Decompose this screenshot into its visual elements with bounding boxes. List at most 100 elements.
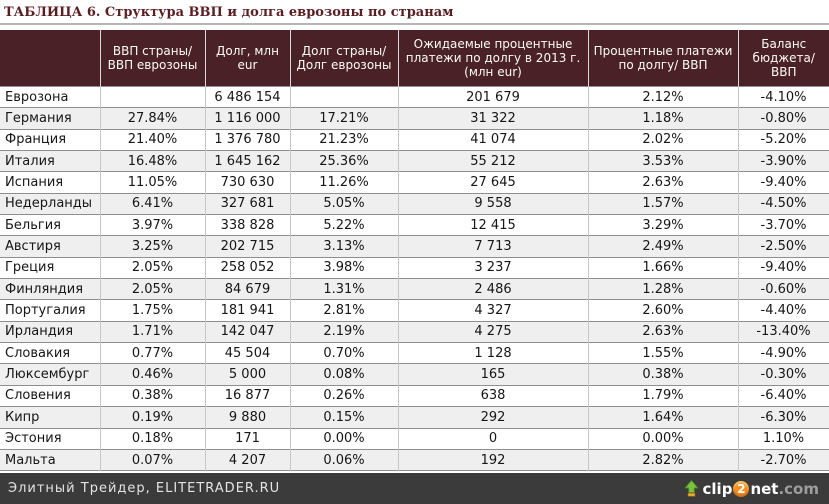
value-cell: 165 bbox=[397, 363, 588, 386]
value-cell: 3 237 bbox=[397, 256, 588, 279]
value-cell: -5.20% bbox=[737, 128, 829, 151]
table-row: Мальта 0.07% 4 207 0.06% 192 2.82% -2.70% bbox=[0, 448, 829, 471]
value-cell: -4.10% bbox=[737, 85, 829, 108]
value-cell: 5 000 bbox=[204, 363, 290, 386]
country-cell: Германия bbox=[0, 107, 100, 130]
table-row: Ирландия 1.71% 142 047 2.19% 4 275 2.63% -13.4… bbox=[0, 320, 829, 343]
country-cell: Словения bbox=[0, 384, 100, 407]
header-row: ВВП страны/ ВВП еврозоны Долг, млн eur Дол… bbox=[0, 30, 829, 87]
value-cell: 21.40% bbox=[99, 128, 205, 151]
value-cell: 1.66% bbox=[587, 256, 738, 279]
value-cell: 2 486 bbox=[397, 278, 588, 300]
value-cell: 0.15% bbox=[289, 406, 398, 428]
logo-text-clip: clip bbox=[702, 479, 733, 498]
value-cell: -4.40% bbox=[737, 299, 829, 322]
value-cell: -2.50% bbox=[737, 235, 829, 258]
value-cell: 1.64% bbox=[587, 406, 738, 428]
table-row: Бельгия 3.97% 338 828 5.22% 12 415 3.29% -3.70… bbox=[0, 214, 829, 236]
table-row: Греция 2.05% 258 052 3.98% 3 237 1.66% -9.40% bbox=[0, 256, 829, 279]
value-cell: 45 504 bbox=[204, 342, 290, 364]
value-cell bbox=[289, 85, 398, 108]
country-cell: Словакия bbox=[0, 342, 100, 364]
value-cell: 2.19% bbox=[289, 320, 398, 343]
value-cell bbox=[99, 85, 205, 108]
value-cell: -0.60% bbox=[737, 278, 829, 300]
value-cell: -3.70% bbox=[737, 214, 829, 236]
value-cell: 4 327 bbox=[397, 299, 588, 322]
value-cell: 41 074 bbox=[397, 128, 588, 151]
value-cell: 2.02% bbox=[587, 128, 738, 151]
country-cell: Австиря bbox=[0, 235, 100, 258]
value-cell: 202 715 bbox=[204, 235, 290, 258]
value-cell: 2.63% bbox=[587, 320, 738, 343]
table-body: Еврозона 6 486 154 201 679 2.12% -4.10% Герма… bbox=[0, 85, 829, 471]
country-cell: Франция bbox=[0, 128, 100, 151]
value-cell: 2.82% bbox=[587, 448, 738, 471]
value-cell: 1.31% bbox=[289, 278, 398, 300]
value-cell: 0.38% bbox=[587, 363, 738, 386]
footer-bar: Элитный Трейдер, ELITETRADER.RU clip 2 n… bbox=[0, 473, 829, 504]
country-cell: Недерланды bbox=[0, 192, 100, 215]
value-cell: 1.18% bbox=[587, 107, 738, 130]
clip2net-logo[interactable]: clip 2 net .com bbox=[683, 480, 819, 498]
value-cell: 11.05% bbox=[99, 171, 205, 194]
table-row: Финляндия 2.05% 84 679 1.31% 2 486 1.28% -0.60… bbox=[0, 278, 829, 300]
column-header: Процентные платежи по долгу/ ВВП bbox=[587, 30, 738, 87]
value-cell: 27 645 bbox=[397, 171, 588, 194]
value-cell: 1 645 162 bbox=[204, 150, 290, 172]
value-cell: 4 275 bbox=[397, 320, 588, 343]
table-row: Франция 21.40% 1 376 780 21.23% 41 074 2.02% -… bbox=[0, 128, 829, 151]
value-cell: 2.49% bbox=[587, 235, 738, 258]
country-cell: Эстония bbox=[0, 427, 100, 450]
value-cell: 5.05% bbox=[289, 192, 398, 215]
value-cell: 3.53% bbox=[587, 150, 738, 172]
column-header: Баланс бюджета/ ВВП bbox=[737, 30, 829, 87]
value-cell: 338 828 bbox=[204, 214, 290, 236]
table-row: Словения 0.38% 16 877 0.26% 638 1.79% -6.40% bbox=[0, 384, 829, 407]
value-cell: 0.07% bbox=[99, 448, 205, 471]
table-row: Португалия 1.75% 181 941 2.81% 4 327 2.60% -4.… bbox=[0, 299, 829, 322]
value-cell: 638 bbox=[397, 384, 588, 407]
value-cell: 3.97% bbox=[99, 214, 205, 236]
value-cell: 0.38% bbox=[99, 384, 205, 407]
column-header: Долг страны/ Долг еврозоны bbox=[289, 30, 398, 87]
value-cell: 0.70% bbox=[289, 342, 398, 364]
value-cell: 11.26% bbox=[289, 171, 398, 194]
value-cell: 2.05% bbox=[99, 256, 205, 279]
value-cell: 0.46% bbox=[99, 363, 205, 386]
value-cell: 16 877 bbox=[204, 384, 290, 407]
value-cell: 0.77% bbox=[99, 342, 205, 364]
value-cell: 192 bbox=[397, 448, 588, 471]
logo-wordmark: clip 2 net .com bbox=[703, 480, 819, 498]
value-cell: -0.30% bbox=[737, 363, 829, 386]
page-title: ТАБЛИЦА 6. Структура ВВП и долга еврозон… bbox=[4, 5, 454, 20]
value-cell: 31 322 bbox=[397, 107, 588, 130]
value-cell: 7 713 bbox=[397, 235, 588, 258]
value-cell: 55 212 bbox=[397, 150, 588, 172]
value-cell: -6.30% bbox=[737, 406, 829, 428]
logo-text-net: net bbox=[750, 479, 779, 498]
country-cell: Португалия bbox=[0, 299, 100, 322]
logo-text-com: .com bbox=[778, 479, 819, 498]
value-cell: 730 630 bbox=[204, 171, 290, 194]
value-cell: 6.41% bbox=[99, 192, 205, 215]
value-cell: 201 679 bbox=[397, 85, 588, 108]
table-row: Словакия 0.77% 45 504 0.70% 1 128 1.55% -4.90% bbox=[0, 342, 829, 364]
value-cell: 1.10% bbox=[737, 427, 829, 450]
value-cell: 1.28% bbox=[587, 278, 738, 300]
value-cell: 84 679 bbox=[204, 278, 290, 300]
table-row: Люксембург 0.46% 5 000 0.08% 165 0.38% -0.30% bbox=[0, 363, 829, 386]
value-cell: 2.81% bbox=[289, 299, 398, 322]
value-cell: 25.36% bbox=[289, 150, 398, 172]
site-credit: Элитный Трейдер, ELITETRADER.RU bbox=[8, 481, 281, 496]
value-cell: 0.06% bbox=[289, 448, 398, 471]
value-cell: -9.40% bbox=[737, 256, 829, 279]
table-row: Недерланды 6.41% 327 681 5.05% 9 558 1.57% -4.… bbox=[0, 192, 829, 215]
value-cell: 27.84% bbox=[99, 107, 205, 130]
title-bar: ТАБЛИЦА 6. Структура ВВП и долга еврозон… bbox=[0, 0, 829, 25]
value-cell: 1.75% bbox=[99, 299, 205, 322]
country-cell: Кипр bbox=[0, 406, 100, 428]
value-cell: 2.60% bbox=[587, 299, 738, 322]
value-cell: -4.50% bbox=[737, 192, 829, 215]
value-cell: -9.40% bbox=[737, 171, 829, 194]
